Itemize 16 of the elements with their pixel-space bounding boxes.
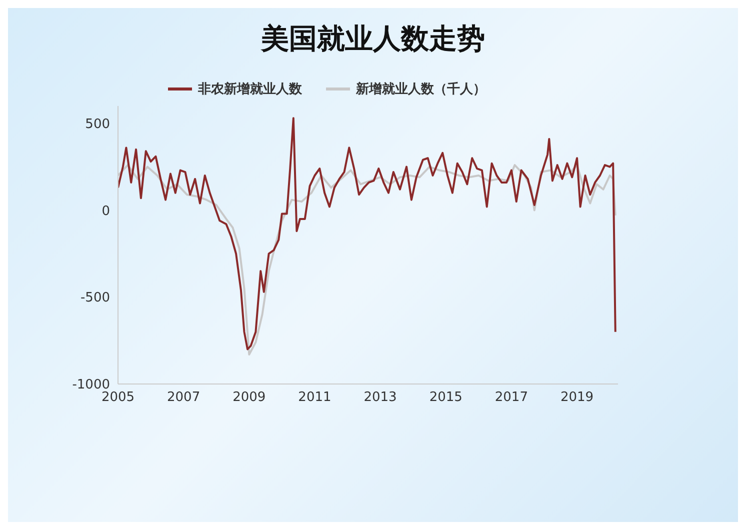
legend-label: 非农新增就业人数: [198, 80, 302, 98]
y-tick-label: 0: [102, 204, 110, 219]
x-tick-label: 2017: [494, 390, 528, 406]
y-tick-label: -500: [80, 290, 110, 306]
x-tick-label: 2011: [298, 390, 332, 406]
y-tick-label: 500: [85, 116, 110, 132]
x-tick-label: 2019: [560, 390, 594, 406]
legend-label: 新增就业人数（千人）: [356, 80, 486, 98]
y-tick-label: -1000: [72, 378, 110, 393]
line-series: [118, 117, 616, 350]
x-tick-label: 2005: [101, 390, 135, 406]
chart-title: 美国就业人数走势: [260, 21, 486, 57]
x-tick-label: 2013: [364, 390, 397, 406]
x-tick-label: 2015: [429, 390, 462, 406]
x-tick-label: 2009: [232, 390, 266, 406]
x-tick-label: 2007: [167, 390, 200, 406]
